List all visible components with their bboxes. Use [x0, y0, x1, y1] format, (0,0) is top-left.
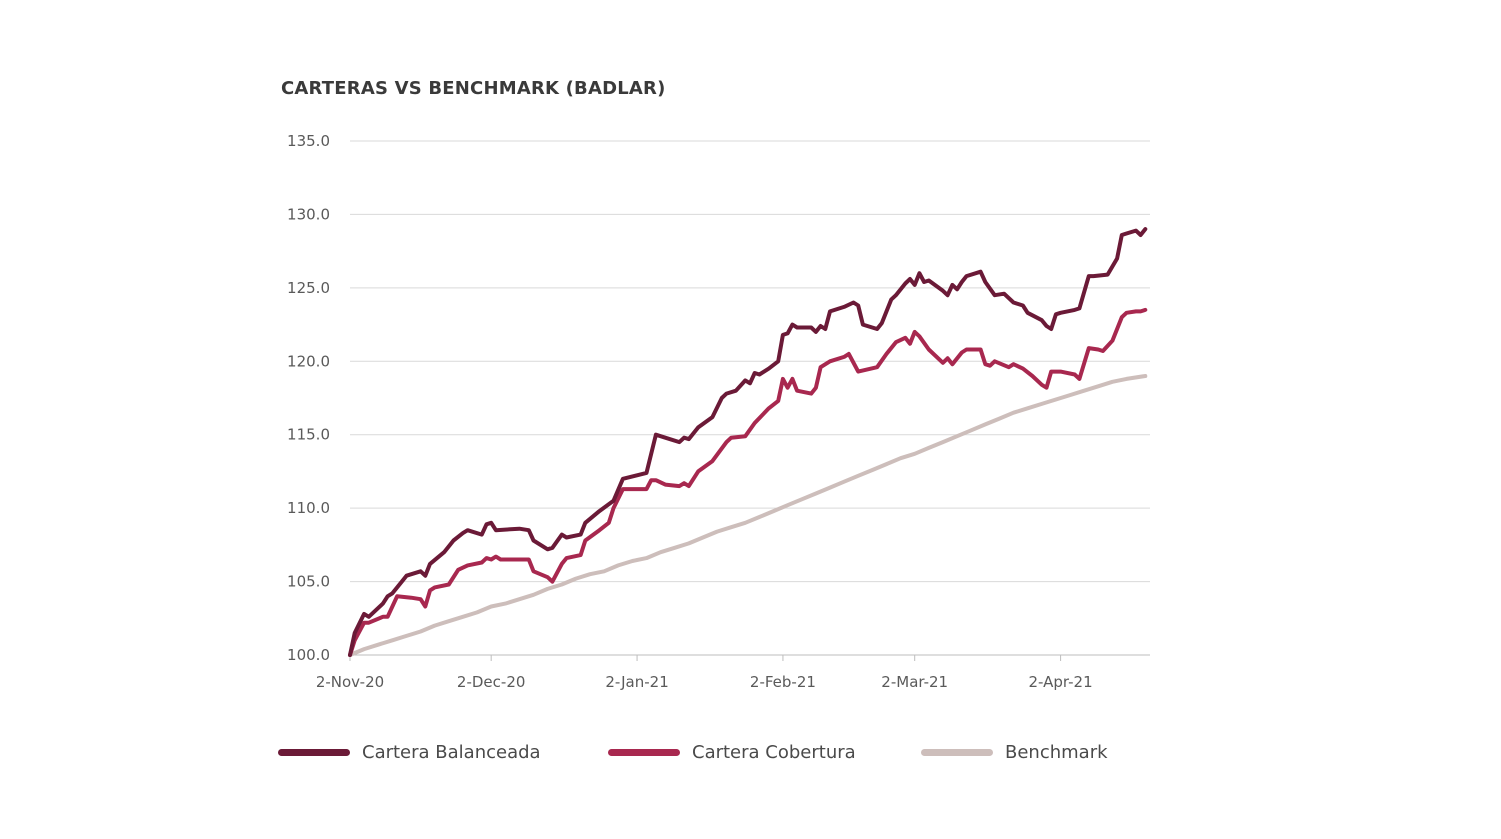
legend-swatch: [278, 748, 350, 756]
legend-item-benchmark: Benchmark: [921, 739, 1108, 765]
x-tick-label: 2-Mar-21: [881, 673, 948, 691]
legend-swatch: [921, 748, 993, 756]
series-line-cartera-balanceada: [348, 227, 1148, 657]
x-tick-label: 2-Feb-21: [750, 673, 816, 691]
y-tick-label: 130.0: [287, 205, 330, 223]
y-tick-label: 100.0: [287, 646, 330, 664]
legend-label: Benchmark: [1005, 741, 1108, 763]
series-line-benchmark: [348, 374, 1148, 657]
x-tick-label: 2-Apr-21: [1029, 673, 1093, 691]
y-tick-label: 110.0: [287, 499, 330, 517]
legend-label: Cartera Cobertura: [692, 741, 856, 763]
legend-item-cartera-cobertura: Cartera Cobertura: [608, 739, 856, 765]
legend-item-cartera-balanceada: Cartera Balanceada: [278, 739, 541, 765]
x-tick-label: 2-Jan-21: [605, 673, 668, 691]
chart-title: CARTERAS VS BENCHMARK (BADLAR): [281, 78, 666, 99]
y-tick-label: 135.0: [287, 132, 330, 150]
y-tick-label: 120.0: [287, 352, 330, 370]
legend-label: Cartera Balanceada: [362, 741, 541, 763]
y-tick-label: 115.0: [287, 426, 330, 444]
chart-legend: Cartera Balanceada Cartera Cobertura Bench…: [0, 739, 1501, 769]
y-tick-label: 105.0: [287, 573, 330, 591]
legend-swatch: [608, 748, 680, 756]
series-line-cartera-cobertura: [348, 307, 1148, 657]
x-tick-label: 2-Dec-20: [457, 673, 525, 691]
x-tick-label: 2-Nov-20: [316, 673, 384, 691]
y-tick-label: 125.0: [287, 279, 330, 297]
